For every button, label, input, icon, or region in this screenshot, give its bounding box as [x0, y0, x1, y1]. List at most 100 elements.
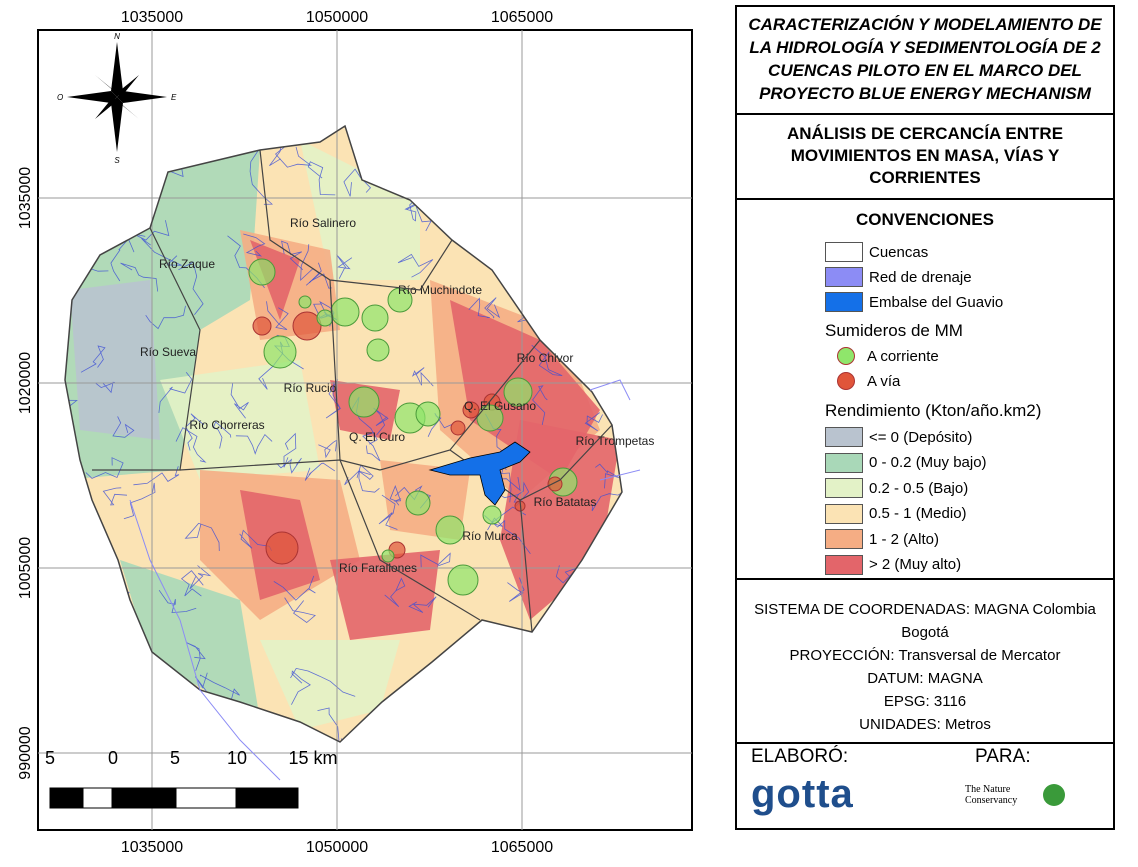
- river: [584, 412, 603, 432]
- scale-label: 0: [108, 748, 118, 768]
- river: [283, 432, 297, 468]
- scale-bar: 5 0 5 10 15 km: [45, 748, 338, 809]
- basin-label: Río Salinero: [290, 216, 356, 230]
- river: [175, 427, 207, 463]
- basin-label: Q. El Curo: [349, 430, 405, 444]
- legend-title: CONVENCIONES: [856, 210, 994, 229]
- legend-swatch: [825, 427, 863, 447]
- basin-boundary: [329, 279, 541, 471]
- scale-segment: [235, 787, 299, 809]
- river: [243, 233, 266, 257]
- scale-segment: [175, 787, 237, 809]
- legend-label: > 2 (Muy alto): [869, 556, 962, 573]
- sink: [298, 295, 312, 309]
- basin-label: Río Chorreras: [189, 418, 264, 432]
- river: [411, 367, 434, 387]
- basin-label: Río Farallones: [339, 561, 417, 575]
- sink: [435, 515, 465, 545]
- scale-label: 5: [45, 748, 55, 768]
- river: [343, 168, 372, 197]
- sink: [381, 549, 395, 563]
- river: [102, 487, 128, 506]
- river: [420, 552, 451, 568]
- river: [123, 482, 156, 520]
- river: [189, 565, 212, 590]
- river: [141, 238, 182, 266]
- terrain-patch: [500, 420, 620, 620]
- legend-label: 0 - 0.2 (Muy bajo): [869, 454, 987, 471]
- river: [158, 589, 197, 614]
- legend-dot: [837, 372, 855, 390]
- river: [230, 383, 249, 419]
- sink: [252, 316, 272, 336]
- legend-swatch: [825, 478, 863, 498]
- basin-boundary: [92, 227, 201, 471]
- tnc-emblem: [1043, 784, 1065, 806]
- legend-row: A vía: [825, 372, 900, 390]
- river: [120, 262, 159, 292]
- terrain-patch: [70, 280, 160, 440]
- legend-row: 0.5 - 1 (Medio): [825, 503, 967, 524]
- south-label: S: [114, 156, 120, 165]
- river: [317, 707, 344, 742]
- sink: [462, 401, 480, 419]
- river: [275, 146, 313, 168]
- basin-label: Río Chivor: [517, 351, 574, 365]
- for: PARA:: [975, 746, 1031, 767]
- coordinate-line: SISTEMA DE COORDENADAS: MAGNA Colombia: [754, 601, 1096, 618]
- legend-row: Cuencas: [825, 242, 928, 262]
- river: [389, 484, 402, 506]
- terrain-patch: [260, 640, 400, 730]
- north-arrow: N S E O: [57, 32, 177, 165]
- scale-label: 15 km: [288, 748, 337, 768]
- sinks: [248, 258, 578, 596]
- sink: [292, 311, 322, 341]
- river: [404, 190, 425, 222]
- basin-label: Río Zaque: [159, 257, 215, 271]
- sink: [348, 386, 380, 418]
- river: [307, 161, 336, 196]
- scale-segment: [82, 787, 113, 809]
- basin-label: Río Murca: [462, 529, 518, 543]
- sink: [450, 420, 466, 436]
- river: [507, 577, 525, 602]
- river: [394, 485, 432, 509]
- legend-label: A vía: [867, 372, 901, 390]
- west-label: O: [57, 93, 63, 102]
- legend-row: > 2 (Muy alto): [825, 554, 962, 575]
- terrain-patch: [300, 140, 420, 280]
- gotta-logo: gotta: [751, 772, 854, 816]
- sink: [265, 531, 299, 565]
- scale-segment: [111, 787, 177, 809]
- legend-swatch: [825, 267, 863, 287]
- y-coordinate-label: 1035000: [17, 167, 34, 229]
- legend-row: 1 - 2 (Alto): [825, 529, 939, 549]
- legend-swatch: [825, 452, 863, 473]
- basin-label: Río Batatas: [534, 495, 597, 509]
- river: [513, 481, 530, 507]
- legend-row: Embalse del Guavio: [825, 292, 1003, 312]
- basin-labels: Río Salinero Río Zaque Río Muchindote Río S…: [140, 216, 654, 575]
- river: [304, 462, 336, 481]
- reservoir: [428, 441, 531, 506]
- coordinate-line: DATUM: MAGNA: [867, 670, 983, 687]
- coordinate-info: SISTEMA DE COORDENADAS: MAGNA Colombia Bo…: [735, 578, 1115, 744]
- y-coordinate-label: 1005000: [17, 537, 34, 599]
- x-coordinate-label: 1065000: [491, 839, 553, 856]
- river: [249, 150, 274, 205]
- map: 1035000 1035000 1050000 1050000 1065000 10650…: [17, 9, 693, 856]
- river: [178, 261, 204, 315]
- river: [199, 674, 240, 700]
- sink: [263, 335, 297, 369]
- sink: [547, 476, 563, 492]
- legend-swatch: [825, 242, 863, 262]
- river: [397, 253, 434, 278]
- legend-label: Cuencas: [869, 243, 929, 261]
- river: [276, 457, 302, 474]
- terrain-patch: [120, 560, 260, 720]
- tnc-logo: The Nature Conservancy: [965, 784, 1018, 806]
- coordinate-line: PROYECCIÓN: Transversal de Mercator: [789, 647, 1061, 664]
- y-coordinate-label: 1020000: [17, 352, 34, 414]
- sink: [405, 490, 431, 516]
- legend-swatch: [825, 529, 863, 549]
